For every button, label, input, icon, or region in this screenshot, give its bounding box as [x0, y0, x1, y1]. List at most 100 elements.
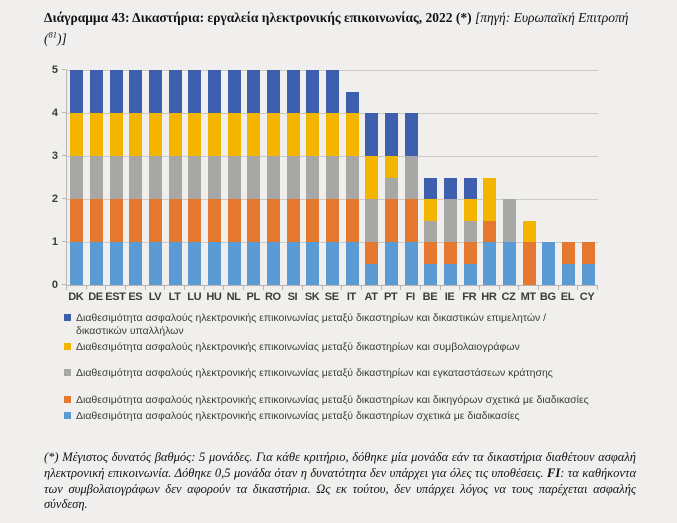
x-axis-tickmark	[125, 286, 126, 290]
segment-lawyers-HR	[483, 220, 497, 242]
segment-detention-facilities-ES	[129, 156, 143, 199]
segment-courts-procedures-HU	[208, 242, 222, 285]
segment-notaries-PT	[385, 156, 399, 178]
segment-lawyers-RO	[267, 199, 281, 242]
x-axis-label-BG: BG	[539, 291, 556, 303]
bar-column-SI	[283, 70, 303, 285]
segment-lawyers-PL	[247, 199, 261, 242]
segment-lawyers-LT	[168, 199, 182, 242]
y-axis-label-5: 5	[51, 64, 58, 76]
segment-lawyers-MT	[522, 242, 536, 285]
bar-IT	[345, 91, 359, 285]
segment-courts-procedures-LU	[188, 242, 202, 285]
segment-notaries-LT	[168, 113, 182, 156]
x-axis-label-ES: ES	[128, 291, 143, 303]
chart-legend: Διαθεσιμότητα ασφαλούς ηλεκτρονικής επικ…	[64, 312, 616, 426]
segment-courts-procedures-IT	[345, 242, 359, 285]
bar-DE	[90, 70, 103, 285]
bar-column-IT	[342, 70, 362, 285]
plot-area	[66, 70, 598, 286]
segment-bailiffs-court-staff-EST	[109, 70, 123, 113]
x-axis-tickmark	[66, 286, 67, 290]
bar-LU	[188, 70, 202, 285]
segment-notaries-FR	[463, 199, 477, 221]
segment-lawyers-IE	[444, 242, 458, 264]
segment-lawyers-AT	[365, 242, 379, 264]
bar-BG	[542, 242, 556, 285]
segment-detention-facilities-PL	[247, 156, 261, 199]
segment-notaries-AT	[365, 156, 379, 199]
bar-column-HU	[205, 70, 225, 285]
x-axis-label-FI: FI	[405, 291, 415, 303]
footnote-text-1: (*) Μέγιστος δυνατός βαθμός: 5 μονάδες. …	[44, 450, 636, 480]
segment-courts-procedures-SE	[326, 242, 340, 285]
segment-courts-procedures-LV	[149, 242, 162, 285]
footnote: (*) Μέγιστος δυνατός βαθμός: 5 μονάδες. …	[44, 450, 636, 513]
y-axis-tickmark	[62, 112, 66, 113]
segment-lawyers-FI	[404, 199, 418, 242]
segment-bailiffs-court-staff-NL	[227, 70, 241, 113]
segment-courts-procedures-HR	[483, 242, 497, 285]
segment-lawyers-EST	[109, 199, 123, 242]
bar-column-EL	[559, 70, 579, 285]
x-axis-tickmark	[262, 286, 264, 290]
segment-bailiffs-court-staff-FR	[463, 177, 477, 199]
bar-LV	[149, 70, 162, 285]
segment-bailiffs-court-staff-HU	[208, 70, 222, 113]
segment-bailiffs-court-staff-SK	[306, 70, 320, 113]
segment-courts-procedures-EST	[109, 242, 123, 285]
x-axis-label-FR: FR	[462, 291, 477, 303]
y-axis-label-0: 0	[51, 279, 58, 291]
x-axis-tickmark	[144, 286, 146, 290]
x-axis-tickmark	[105, 286, 107, 290]
segment-detention-facilities-LU	[188, 156, 202, 199]
source-text: [πηγή: Ευρωπαϊκή Επιτροπή (	[44, 10, 629, 46]
x-axis-tickmark	[184, 286, 185, 290]
segment-notaries-HR	[483, 177, 497, 221]
x-axis-tickmark	[518, 286, 520, 290]
segment-detention-facilities-AT	[365, 199, 379, 242]
segment-bailiffs-court-staff-LV	[149, 70, 162, 113]
footnote-fi-label: FI	[546, 465, 561, 480]
y-axis-label-3: 3	[51, 150, 58, 162]
x-axis-label-EL: EL	[560, 291, 575, 303]
segment-detention-facilities-BE	[424, 220, 438, 242]
figure-title-source: [πηγή: Ευρωπαϊκή Επιτροπή (81)]	[44, 10, 628, 46]
x-axis-label-MT: MT	[520, 291, 536, 303]
y-axis-tickmark	[62, 69, 66, 70]
segment-notaries-SK	[306, 113, 320, 156]
x-axis-label-PL: PL	[246, 291, 261, 303]
segment-bailiffs-court-staff-BE	[424, 177, 438, 199]
segment-notaries-PL	[247, 113, 261, 156]
x-axis-label-HR: HR	[481, 291, 497, 303]
segment-courts-procedures-DE	[90, 242, 103, 285]
bar-column-HR	[480, 70, 500, 285]
segment-detention-facilities-IT	[345, 156, 359, 199]
segment-detention-facilities-SK	[306, 156, 320, 199]
segment-bailiffs-court-staff-DE	[90, 70, 103, 113]
x-axis: DK DE EST ES LV LT LU HU NL PL RO SI SK SE IT AT PT FI BE I…	[66, 291, 597, 303]
bar-column-RO	[264, 70, 284, 285]
segment-bailiffs-court-staff-PT	[385, 113, 399, 156]
segment-detention-facilities-RO	[267, 156, 281, 199]
legend-item-notaries: Διαθεσιμότητα ασφαλούς ηλεκτρονικής επικ…	[64, 341, 616, 354]
segment-courts-procedures-AT	[365, 263, 379, 285]
segment-courts-procedures-ES	[129, 242, 143, 285]
bar-column-AT	[362, 70, 382, 285]
segment-bailiffs-court-staff-LU	[188, 70, 202, 113]
segment-notaries-LV	[149, 113, 162, 156]
legend-item-detention-facilities: Διαθεσιμότητα ασφαλούς ηλεκτρονικής επικ…	[64, 367, 616, 380]
bar-column-MT	[519, 70, 539, 285]
x-axis-tickmark	[302, 286, 303, 290]
bar-MT	[522, 220, 536, 285]
segment-lawyers-DK	[70, 199, 84, 242]
bar-HU	[208, 70, 222, 285]
x-axis-tickmark	[282, 286, 284, 290]
segment-courts-procedures-FR	[463, 263, 477, 285]
legend-label-lawyers: Διαθεσιμότητα ασφαλούς ηλεκτρονικής επικ…	[76, 393, 589, 406]
source-text-close: )]	[57, 30, 67, 46]
x-axis-label-NL: NL	[226, 291, 241, 303]
segment-bailiffs-court-staff-DK	[70, 70, 84, 113]
y-axis-label-1: 1	[51, 236, 58, 248]
